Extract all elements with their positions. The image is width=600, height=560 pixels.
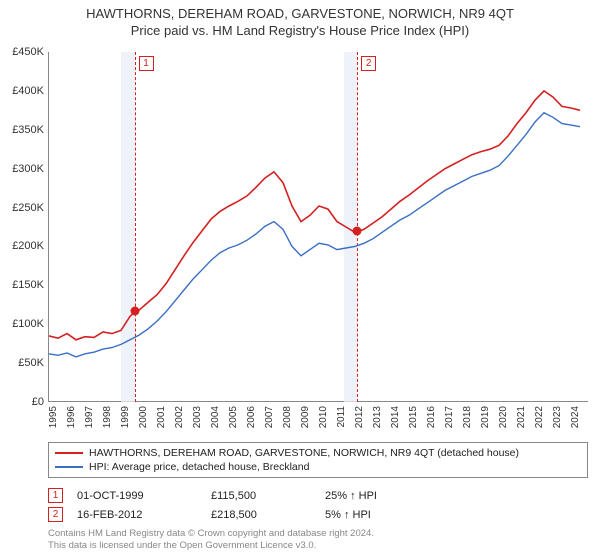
- x-tick-label: 1997: [84, 406, 95, 428]
- sales-row-date: 01-OCT-1999: [77, 490, 197, 502]
- x-tick-label: 1996: [66, 406, 77, 428]
- sales-row-date: 16-FEB-2012: [77, 509, 197, 521]
- x-axis-labels: 1995 1996 1997 1998 1999 2000 2001 2002 2003 2004…: [48, 404, 588, 444]
- x-tick-label: 2016: [426, 406, 437, 428]
- y-tick-label: £250K: [12, 202, 44, 214]
- x-tick-label: 1998: [102, 406, 113, 428]
- footnote: Contains HM Land Registry data © Crown c…: [48, 528, 588, 552]
- sales-table: 1 01-OCT-1999 £115,500 25% ↑ HPI 2 16-FEB-201…: [48, 486, 588, 524]
- x-tick-label: 2024: [570, 406, 581, 428]
- y-tick-label: £200K: [12, 240, 44, 252]
- x-tick-label: 2021: [516, 406, 527, 428]
- y-tick-label: £100K: [12, 318, 44, 330]
- sales-row-price: £218,500: [211, 509, 311, 521]
- series-price_paid: [49, 91, 580, 340]
- x-tick-label: 2011: [336, 406, 347, 428]
- chart-title-main: HAWTHORNS, DEREHAM ROAD, GARVESTONE, NOR…: [10, 6, 590, 21]
- x-tick-label: 2014: [390, 406, 401, 428]
- x-tick-label: 2019: [480, 406, 491, 428]
- x-tick-label: 2005: [228, 406, 239, 428]
- sale-marker-tag: 2: [361, 56, 376, 71]
- y-tick-label: £400K: [12, 85, 44, 97]
- chart-area: 12: [48, 52, 588, 402]
- x-tick-label: 2003: [192, 406, 203, 428]
- sales-row: 2 16-FEB-2012 £218,500 5% ↑ HPI: [48, 505, 588, 524]
- footnote-line-1: Contains HM Land Registry data © Crown c…: [48, 528, 588, 540]
- x-tick-label: 2015: [408, 406, 419, 428]
- sales-row-tag: 2: [48, 507, 63, 522]
- sale-marker-dot: [130, 307, 139, 316]
- legend-text: HAWTHORNS, DEREHAM ROAD, GARVESTONE, NOR…: [89, 447, 519, 459]
- sales-row-delta: 25% ↑ HPI: [325, 490, 425, 502]
- y-tick-label: £50K: [18, 357, 44, 369]
- x-tick-label: 2020: [498, 406, 509, 428]
- x-tick-label: 2022: [534, 406, 545, 428]
- x-tick-label: 1995: [48, 406, 59, 428]
- x-tick-label: 2001: [156, 406, 167, 428]
- series-svg: [49, 52, 589, 402]
- x-tick-label: 2010: [318, 406, 329, 428]
- x-tick-label: 2023: [552, 406, 563, 428]
- x-tick-label: 2007: [264, 406, 275, 428]
- sales-row-tag: 1: [48, 488, 63, 503]
- legend: HAWTHORNS, DEREHAM ROAD, GARVESTONE, NOR…: [48, 442, 588, 478]
- chart-title-sub: Price paid vs. HM Land Registry's House …: [10, 23, 590, 38]
- x-tick-label: 2006: [246, 406, 257, 428]
- chart-container: HAWTHORNS, DEREHAM ROAD, GARVESTONE, NOR…: [0, 0, 600, 560]
- y-tick-label: £450K: [12, 46, 44, 58]
- y-tick-label: £350K: [12, 124, 44, 136]
- sales-row: 1 01-OCT-1999 £115,500 25% ↑ HPI: [48, 486, 588, 505]
- sales-row-price: £115,500: [211, 490, 311, 502]
- legend-row: HPI: Average price, detached house, Brec…: [55, 460, 581, 474]
- legend-swatch: [55, 466, 83, 468]
- sale-marker-dot: [353, 227, 362, 236]
- y-tick-label: £0: [32, 396, 44, 408]
- title-block: HAWTHORNS, DEREHAM ROAD, GARVESTONE, NOR…: [0, 0, 600, 40]
- sale-marker-tag: 1: [139, 56, 154, 71]
- x-tick-label: 2012: [354, 406, 365, 428]
- y-tick-label: £150K: [12, 279, 44, 291]
- x-tick-label: 2009: [300, 406, 311, 428]
- legend-row: HAWTHORNS, DEREHAM ROAD, GARVESTONE, NOR…: [55, 446, 581, 460]
- y-tick-label: £300K: [12, 163, 44, 175]
- x-tick-label: 2002: [174, 406, 185, 428]
- legend-text: HPI: Average price, detached house, Brec…: [89, 461, 309, 473]
- legend-swatch: [55, 452, 83, 454]
- sales-row-delta: 5% ↑ HPI: [325, 509, 425, 521]
- y-axis-labels: £0£50K£100K£150K£200K£250K£300K£350K£400…: [4, 52, 48, 402]
- x-tick-label: 2008: [282, 406, 293, 428]
- x-tick-label: 2018: [462, 406, 473, 428]
- plot-area: 12: [48, 52, 588, 402]
- x-tick-label: 2013: [372, 406, 383, 428]
- x-tick-label: 2000: [138, 406, 149, 428]
- x-tick-label: 2017: [444, 406, 455, 428]
- x-tick-label: 2004: [210, 406, 221, 428]
- footnote-line-2: This data is licensed under the Open Gov…: [48, 540, 588, 552]
- series-hpi: [49, 113, 580, 357]
- x-tick-label: 1999: [120, 406, 131, 428]
